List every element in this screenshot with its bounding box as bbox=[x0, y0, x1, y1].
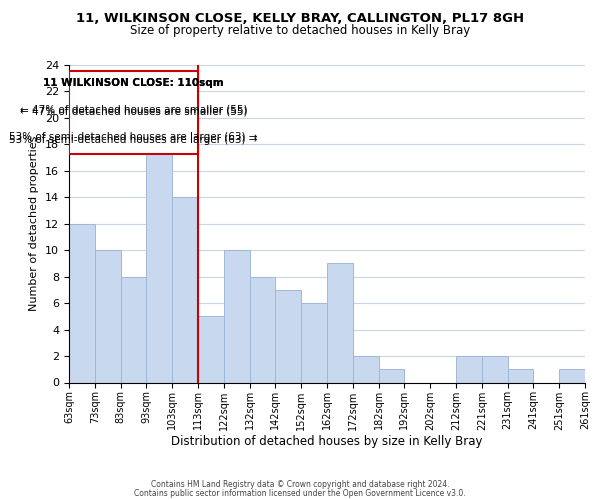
Y-axis label: Number of detached properties: Number of detached properties bbox=[29, 136, 40, 312]
Bar bbox=[456, 356, 482, 382]
Bar bbox=[250, 276, 275, 382]
Text: ← 47% of detached houses are smaller (55): ← 47% of detached houses are smaller (55… bbox=[20, 104, 247, 115]
Bar bbox=[121, 276, 146, 382]
Text: 11 WILKINSON CLOSE: 110sqm: 11 WILKINSON CLOSE: 110sqm bbox=[43, 78, 224, 88]
Bar bbox=[353, 356, 379, 382]
Text: 53% of semi-detached houses are larger (63) →: 53% of semi-detached houses are larger (… bbox=[9, 132, 258, 141]
Bar bbox=[482, 356, 508, 382]
Text: Size of property relative to detached houses in Kelly Bray: Size of property relative to detached ho… bbox=[130, 24, 470, 37]
X-axis label: Distribution of detached houses by size in Kelly Bray: Distribution of detached houses by size … bbox=[171, 435, 483, 448]
Bar bbox=[146, 131, 172, 382]
Bar bbox=[379, 370, 404, 382]
Bar bbox=[198, 316, 224, 382]
Bar bbox=[327, 264, 353, 382]
Text: Contains HM Land Registry data © Crown copyright and database right 2024.: Contains HM Land Registry data © Crown c… bbox=[151, 480, 449, 489]
Bar bbox=[301, 303, 327, 382]
Bar bbox=[559, 370, 585, 382]
Text: 53% of semi-detached houses are larger (63) →: 53% of semi-detached houses are larger (… bbox=[9, 135, 258, 145]
Bar bbox=[172, 198, 198, 382]
Text: Contains public sector information licensed under the Open Government Licence v3: Contains public sector information licen… bbox=[134, 489, 466, 498]
Bar bbox=[224, 250, 250, 382]
Bar bbox=[69, 224, 95, 382]
Text: 11, WILKINSON CLOSE, KELLY BRAY, CALLINGTON, PL17 8GH: 11, WILKINSON CLOSE, KELLY BRAY, CALLING… bbox=[76, 12, 524, 26]
Text: 11 WILKINSON CLOSE: 110sqm: 11 WILKINSON CLOSE: 110sqm bbox=[43, 78, 224, 88]
Bar bbox=[508, 370, 533, 382]
Bar bbox=[95, 250, 121, 382]
Text: ← 47% of detached houses are smaller (55): ← 47% of detached houses are smaller (55… bbox=[20, 106, 247, 117]
Bar bbox=[275, 290, 301, 382]
FancyBboxPatch shape bbox=[69, 72, 198, 154]
